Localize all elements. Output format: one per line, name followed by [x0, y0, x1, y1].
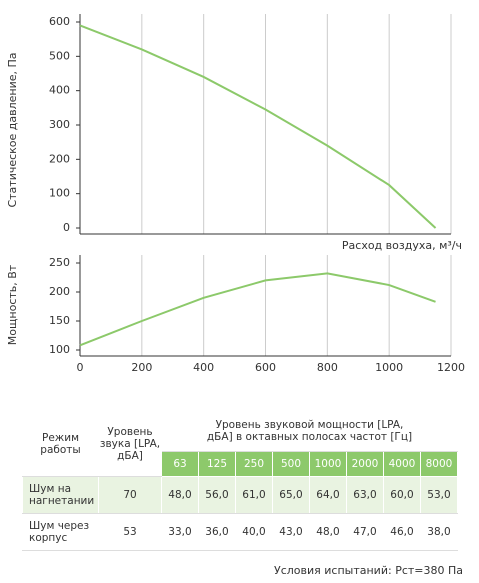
freq-cell: 63 [161, 451, 199, 477]
x-tick-label: 200 [131, 361, 152, 374]
x-tick-label: 800 [317, 361, 338, 374]
curve [79, 24, 437, 229]
value-cell: 43,0 [272, 513, 310, 551]
x-tick-label: 0 [77, 361, 84, 374]
value-cell: 65,0 [272, 476, 310, 514]
value-cell: 47,0 [346, 513, 384, 551]
y-tick-label: 400 [49, 84, 70, 97]
freq-cell: 4000 [383, 451, 421, 477]
y-axis-label: Мощность, Вт [6, 264, 19, 345]
x-tick-label: 1200 [437, 361, 465, 374]
y-tick-label: 500 [49, 49, 70, 62]
value-cell: 63,0 [346, 476, 384, 514]
header-cell: Уровень звуковой мощности [LPA, дБА] в о… [161, 410, 458, 452]
y-tick-label: 200 [49, 152, 70, 165]
x-tick-label: 400 [193, 361, 214, 374]
y-tick-label: 100 [49, 343, 70, 356]
chart: 0 100 200 300 400 500 600 Статическое давление,… [6, 14, 465, 374]
y-tick-label: 100 [49, 187, 70, 200]
y-tick-label: 150 [49, 314, 70, 327]
freq-cell: 500 [272, 451, 310, 477]
y-axis-label: Статическое давление, Па [6, 52, 19, 207]
value-cell: 60,0 [383, 476, 421, 514]
data-row: Шум на нагнетании 70 48,0 56,0 61,0 65,0 64,0 6… [22, 476, 458, 514]
value-cell: 56,0 [198, 476, 236, 514]
freq-cell: 250 [235, 451, 273, 477]
value-cell: 64,0 [309, 476, 347, 514]
value-cell: 61,0 [235, 476, 273, 514]
y-tick-label: 0 [63, 221, 70, 234]
value-cell: 48,0 [309, 513, 347, 551]
value-cell: 40,0 [235, 513, 273, 551]
data-row: Шум через корпус 53 33,0 36,0 40,0 43,0 48,0 47… [22, 513, 458, 551]
mode-cell: Шум через корпус [22, 513, 99, 551]
mode-cell: Шум на нагнетании [22, 476, 99, 514]
y-tick-label: 300 [49, 118, 70, 131]
freq-cell: 2000 [346, 451, 384, 477]
level-cell: 53 [98, 513, 162, 551]
header-row: Режим работы Уровень звука [LPA, дБА] Уров… [22, 410, 458, 477]
x-tick-label: 1000 [375, 361, 403, 374]
value-cell: 38,0 [420, 513, 458, 551]
level-cell: 70 [98, 476, 162, 514]
curve [79, 272, 436, 347]
freq-cell: 1000 [309, 451, 347, 477]
header-cell: Уровень звука [LPA, дБА] [98, 410, 162, 477]
value-cell: 33,0 [161, 513, 199, 551]
y-tick-label: 250 [49, 256, 70, 269]
freq-row: 63 125 250 500 1000 2000 4000 8000 [23, 451, 458, 477]
noise-table: Режим работы Уровень звука [LPA, дБА] Уров… [22, 410, 458, 551]
y-tick-label: 600 [49, 15, 70, 28]
header-cell: Режим работы [22, 410, 99, 477]
footer: Условия испытаний: Pст=380 Па [274, 564, 463, 577]
x-axis-label: Расход воздуха, м³/ч [342, 239, 462, 252]
value-cell: 53,0 [420, 476, 458, 514]
y-tick-label: 200 [49, 285, 70, 298]
value-cell: 46,0 [383, 513, 421, 551]
value-cell: 36,0 [198, 513, 236, 551]
freq-cell: 125 [198, 451, 236, 477]
freq-cell: 8000 [420, 451, 458, 477]
x-tick-label: 600 [255, 361, 276, 374]
value-cell: 48,0 [161, 476, 199, 514]
